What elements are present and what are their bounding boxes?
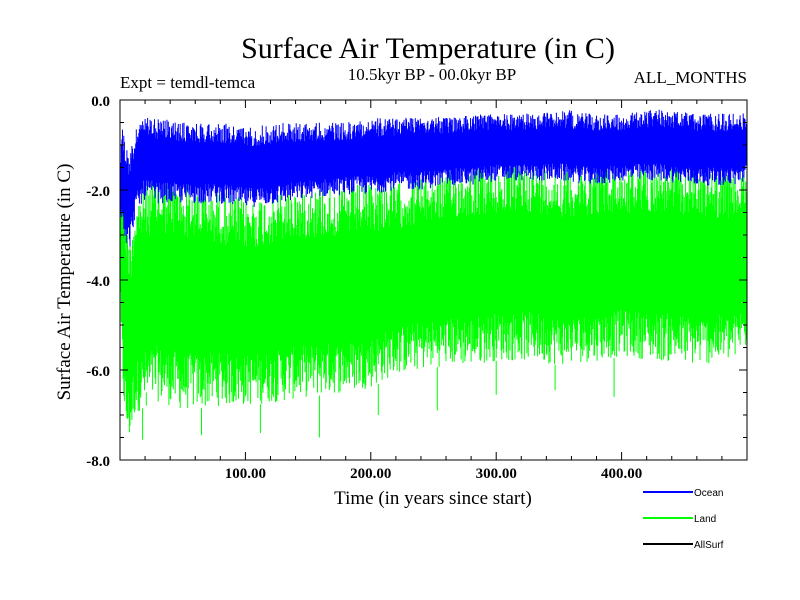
x-tick-label: 400.00 xyxy=(601,466,642,482)
chart-title: Surface Air Temperature (in C) xyxy=(241,32,615,65)
legend: Ocean Land AllSurf xyxy=(643,488,724,551)
y-tick-label: -6.0 xyxy=(86,364,110,380)
y-tick-label: 0.0 xyxy=(91,94,110,110)
expt-label: Expt = temdl-temca xyxy=(120,73,256,92)
series-land xyxy=(119,148,748,440)
y-axis-label: Surface Air Temperature (in C) xyxy=(54,164,75,401)
period-label: 10.5kyr BP - 00.0kyr BP xyxy=(348,65,516,84)
x-tick-label: 300.00 xyxy=(476,466,517,482)
x-tick-label: 100.00 xyxy=(225,466,266,482)
legend-label-allsurf: AllSurf xyxy=(694,540,724,551)
months-label: ALL_MONTHS xyxy=(634,68,747,87)
x-tick-label: 200.00 xyxy=(350,466,391,482)
y-tick-label: -8.0 xyxy=(86,454,110,470)
legend-label-ocean: Ocean xyxy=(694,488,723,499)
legend-label-land: Land xyxy=(694,514,716,525)
y-tick-label: -4.0 xyxy=(86,274,110,290)
plot-area xyxy=(119,109,748,440)
y-axis: 0.0 -2.0 -4.0 -6.0 -8.0 xyxy=(86,94,747,470)
y-tick-label: -2.0 xyxy=(86,184,110,200)
x-axis: 100.00 200.00 300.00 400.00 xyxy=(144,100,723,482)
x-axis-label: Time (in years since start) xyxy=(334,488,532,509)
